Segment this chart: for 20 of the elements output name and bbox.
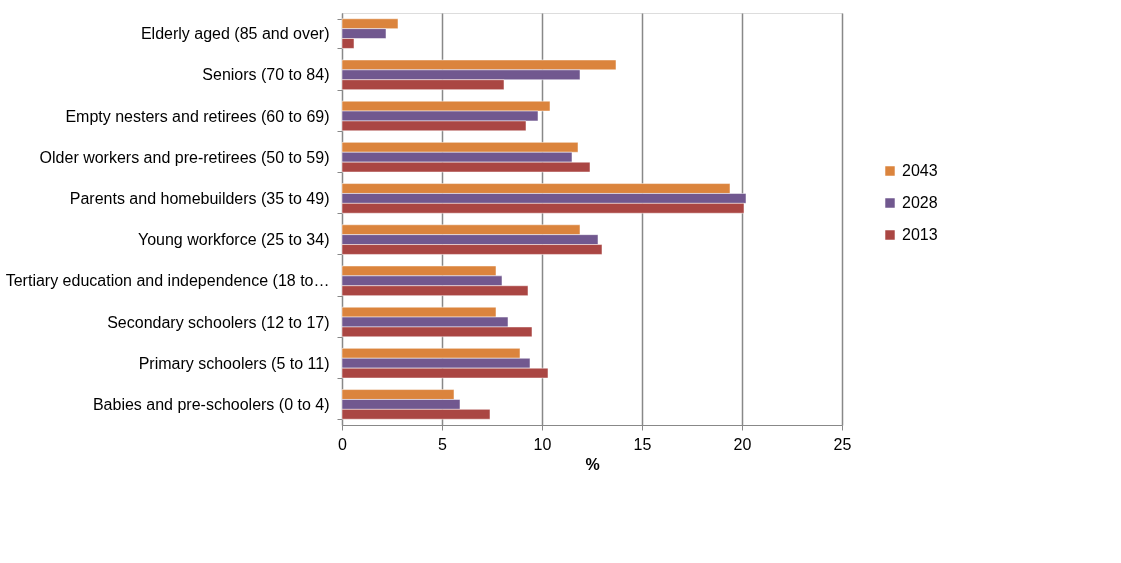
x-axis-title: % [585,455,600,473]
y-tick-label: Older workers and pre-retirees (50 to 59) [39,148,330,166]
y-tick-label: Elderly aged (85 and over) [140,25,330,43]
x-tick-label: 15 [633,435,652,453]
x-tick-label: 25 [833,435,852,453]
legend-label: 2043 [902,162,938,179]
legend-label: 2013 [902,226,938,243]
y-tick-label: Secondary schoolers (12 to 17) [107,313,330,331]
x-tick-label: 5 [438,435,448,453]
x-tick-label: 20 [733,435,752,453]
y-tick-label: Empty nesters and retirees (60 to 69) [65,107,330,125]
y-tick-label: Young workforce (25 to 34) [137,231,330,249]
legend-label: 2028 [902,194,938,211]
y-tick-label: Primary schoolers (5 to 11) [138,354,330,372]
y-tick-label: Parents and homebuilders (35 to 49) [69,189,330,207]
y-tick-label: Seniors (70 to 84) [202,66,330,84]
x-tick-label: 10 [533,435,552,453]
x-tick-label: 0 [338,435,348,453]
y-tick-label: Tertiary education and independence (18 to… [5,272,330,290]
y-tick-label: Babies and pre-schoolers (0 to 4) [92,395,330,413]
